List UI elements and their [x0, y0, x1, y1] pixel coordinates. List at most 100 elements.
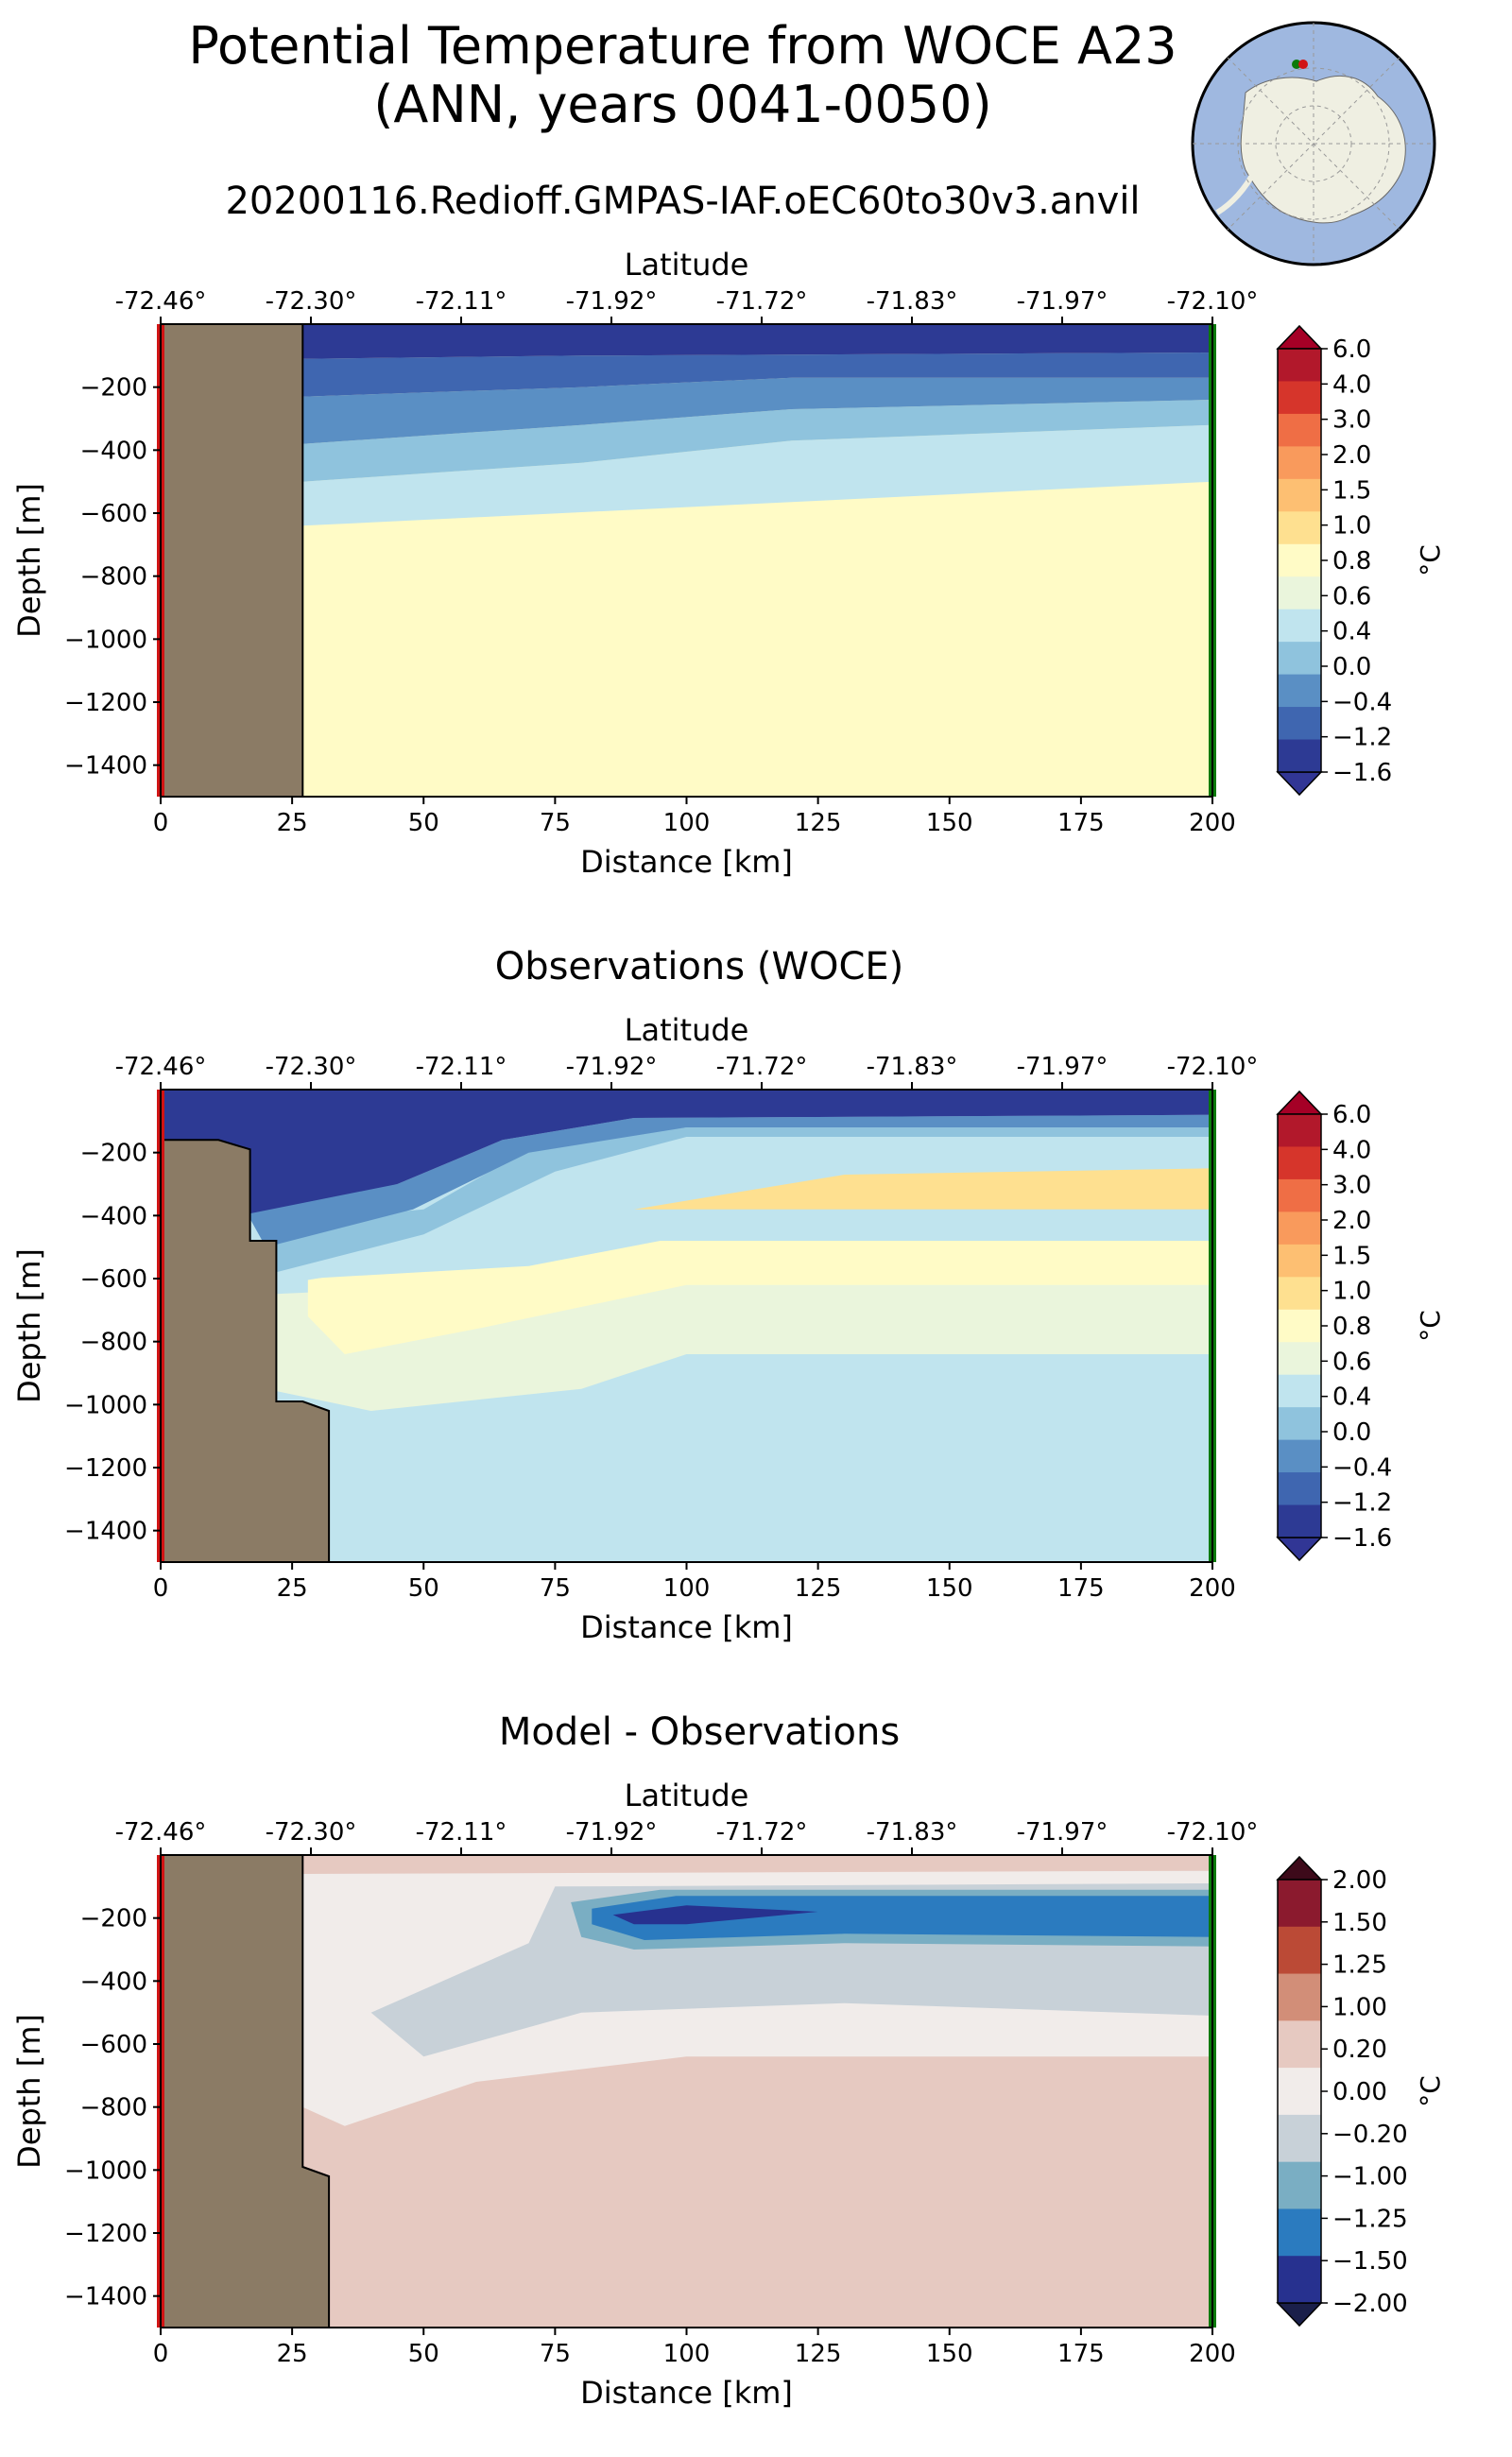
lat-axis-label: Latitude [625, 1012, 749, 1048]
lat-tick-label: -71.72° [716, 1053, 808, 1081]
colorbar-tick-label: 6.0 [1332, 1101, 1371, 1129]
colorbar-tick-label: 0.00 [1332, 2078, 1387, 2106]
colorbar-swatch [1278, 1211, 1321, 1246]
colorbar-swatch [1278, 2208, 1321, 2257]
lat-tick-label: -71.92° [566, 1818, 658, 1847]
lat-axis-label: Latitude [625, 1778, 749, 1813]
observations-contour-band [307, 1241, 1212, 1354]
model-field [161, 324, 1212, 797]
x-tick-label: 75 [540, 2340, 571, 2368]
lat-tick-label: -72.11° [416, 1818, 507, 1847]
y-tick-label: −1000 [64, 1391, 147, 1419]
colorbar-swatch [1278, 1407, 1321, 1441]
colorbar-swatch [1278, 1178, 1321, 1212]
lat-tick-label: -71.92° [566, 287, 658, 316]
colorbar-tick-label: 1.00 [1332, 1993, 1387, 2021]
section-end-marker [1292, 60, 1301, 69]
colorbar-over-triangle [1276, 1090, 1323, 1115]
colorbar-swatch [1278, 609, 1321, 643]
x-tick-label: 125 [795, 809, 842, 837]
colorbar-tick-label: 0.6 [1332, 582, 1371, 610]
colorbar-over-triangle [1276, 324, 1323, 350]
colorbar-swatch [1278, 511, 1321, 545]
y-tick-label: −800 [80, 1329, 147, 1357]
colorbar-tick-label: −1.2 [1332, 1489, 1392, 1518]
lat-tick-label: -71.97° [1017, 1818, 1108, 1847]
colorbar-tick-label: 0.8 [1332, 547, 1371, 576]
y-tick-label: −400 [80, 1967, 147, 1996]
x-tick-label: 75 [540, 1574, 571, 1603]
x-axis-label: Distance [km] [580, 2375, 793, 2411]
lat-axis-label: Latitude [625, 247, 749, 283]
x-tick-label: 50 [408, 809, 439, 837]
difference-field [161, 1855, 1212, 2328]
y-axis-label: Depth [m] [11, 2014, 47, 2169]
colorbar-tick-label: 3.0 [1332, 406, 1371, 435]
colorbar-tick-label: 0.0 [1332, 1418, 1371, 1447]
colorbar-tick-label: 4.0 [1332, 370, 1371, 399]
model-panel: 0 25 50 75 100 125 150 175 200 Distance [km] −200 −… [0, 241, 1512, 902]
colorbar-swatch [1278, 543, 1321, 577]
lat-tick-label: -71.83° [867, 287, 958, 316]
colorbar-swatch [1278, 1504, 1321, 1538]
x-axis-label: Distance [km] [580, 844, 793, 880]
x-tick-label: 75 [540, 809, 571, 837]
colorbar-swatch [1278, 707, 1321, 741]
colorbar-tick-label: 0.4 [1332, 1383, 1371, 1412]
y-tick-label: −1400 [64, 2283, 147, 2311]
colorbar-tick-label: −1.6 [1332, 1524, 1392, 1553]
colorbar-swatch [1278, 2020, 1321, 2069]
x-tick-label: 0 [153, 809, 169, 837]
colorbar-tick-label: 0.0 [1332, 653, 1371, 681]
x-tick-label: 150 [926, 809, 973, 837]
colorbar-tick-label: 2.0 [1332, 1207, 1371, 1235]
y-tick-label: −400 [80, 437, 147, 465]
lat-tick-label: -72.30° [266, 1818, 357, 1847]
y-tick-label: −1000 [64, 2156, 147, 2185]
y-tick-label: −800 [80, 563, 147, 592]
x-tick-label: 25 [277, 2340, 308, 2368]
run-name: 20200116.Redioff.GMPAS-IAF.oEC60to30v3.a… [225, 180, 1141, 223]
lat-tick-label: -72.46° [115, 1818, 207, 1847]
colorbar-swatch [1278, 1309, 1321, 1343]
colorbar-swatch [1278, 1472, 1321, 1506]
observations-panel: 0 25 50 75 100 125 150 175 200 Distance [km] −200 −… [0, 1006, 1512, 1668]
colorbar-over-triangle [1276, 1855, 1323, 1881]
lat-tick-label: -72.11° [416, 1053, 507, 1081]
colorbar-tick-label: −2.00 [1332, 2290, 1408, 2318]
difference-contour-band [592, 1896, 1212, 1940]
colorbar-swatch [1278, 1342, 1321, 1376]
x-tick-label: 150 [926, 1574, 973, 1603]
colorbar-swatch [1278, 2256, 1321, 2304]
observations-contour-band [239, 1114, 1212, 1247]
colorbar-swatch [1278, 349, 1321, 382]
colorbar-swatch [1278, 1439, 1321, 1473]
colorbar-tick-label: 0.6 [1332, 1348, 1371, 1376]
model-contour-band [302, 481, 1212, 730]
colorbar-under-triangle [1276, 771, 1323, 797]
colorbar-swatch [1278, 478, 1321, 512]
antarctic-polar-map-icon [1191, 21, 1436, 266]
colorbar-under-triangle [1276, 1537, 1323, 1562]
colorbar-swatch [1278, 2161, 1321, 2209]
colorbar-swatch [1278, 381, 1321, 415]
colorbar-tick-label: 0.20 [1332, 2036, 1387, 2064]
y-tick-label: −200 [80, 374, 147, 403]
colorbar-unit-label: °C [1415, 2075, 1446, 2107]
colorbar-swatch [1278, 1244, 1321, 1278]
colorbar-tick-label: 3.0 [1332, 1172, 1371, 1200]
x-tick-label: 100 [663, 809, 711, 837]
colorbar-tick-label: 2.0 [1332, 441, 1371, 470]
colorbar-tick-label: −0.20 [1332, 2121, 1408, 2149]
chart-difference: 0 25 50 75 100 125 150 175 200 Distance [km] −200 −… [11, 1778, 1446, 2411]
x-tick-label: 0 [153, 2340, 169, 2368]
colorbar-tick-label: −1.00 [1332, 2163, 1408, 2191]
lat-tick-label: -72.10° [1167, 287, 1259, 316]
colorbar-tick-label: −1.25 [1332, 2205, 1408, 2233]
model-contour-band [302, 424, 1212, 526]
model-contour-band [302, 400, 1212, 482]
colorbar-swatch [1278, 642, 1321, 676]
colorbar-swatch [1278, 1374, 1321, 1408]
difference-panel: 0 25 50 75 100 125 150 175 200 Distance [km] −200 −… [0, 1772, 1512, 2433]
colorbar-tick-label: 1.50 [1332, 1909, 1387, 1937]
